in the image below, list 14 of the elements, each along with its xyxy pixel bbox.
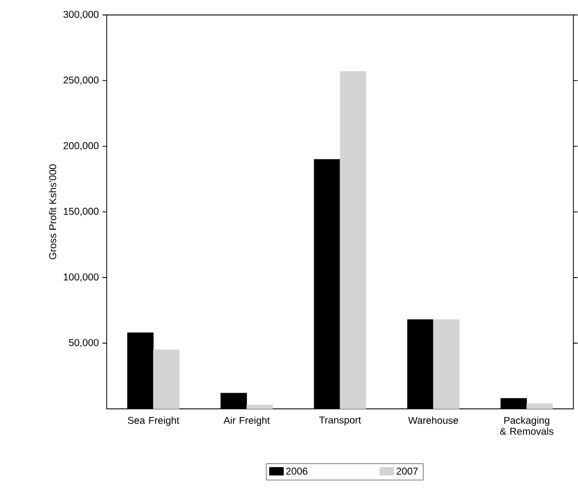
- x-tick-label: Packaging & Removals: [500, 416, 554, 436]
- x-tick-label: Sea Freight: [128, 416, 180, 426]
- y-tick-label: 150,000: [64, 208, 99, 216]
- x-tick-label: Transport: [319, 416, 362, 426]
- y-tick-label: 100,000: [64, 274, 99, 282]
- x-tick-label: Air Freight: [224, 416, 270, 426]
- legend-label: 2006: [286, 468, 308, 475]
- y-tick-label: 200,000: [64, 142, 99, 151]
- legend-label: 2007: [396, 468, 418, 475]
- y-tick-label: 250,000: [64, 76, 99, 85]
- y-axis-title: Gross Profit Kshs'000: [48, 164, 56, 260]
- y-tick-label: 300,000: [63, 11, 99, 20]
- x-tick-label: Warehouse: [408, 416, 458, 424]
- y-tick-label: 50,000: [68, 339, 99, 348]
